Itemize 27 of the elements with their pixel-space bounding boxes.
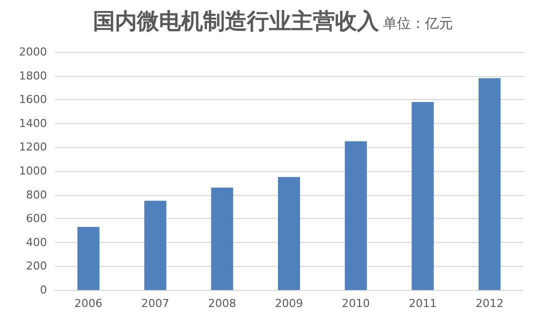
y-tick-label: 600 bbox=[26, 212, 47, 226]
y-tick-label: 0 bbox=[40, 284, 47, 296]
chart-title: 国内微电机制造行业主营收入 bbox=[93, 8, 380, 34]
y-tick-label: 1600 bbox=[19, 93, 47, 106]
y-tick-label: 200 bbox=[26, 260, 47, 273]
bar bbox=[278, 176, 300, 290]
x-tick-label: 2008 bbox=[208, 297, 236, 310]
x-tick-label: 2009 bbox=[275, 297, 303, 310]
x-tick-label: 2006 bbox=[74, 297, 102, 310]
bar bbox=[412, 102, 434, 290]
bar bbox=[478, 78, 501, 290]
y-tick-label: 800 bbox=[26, 188, 47, 202]
x-tick-label: 2010 bbox=[342, 297, 370, 310]
x-tick-label: 2007 bbox=[141, 297, 170, 310]
y-tick-label: 1400 bbox=[19, 116, 47, 130]
bar bbox=[144, 200, 166, 290]
y-tick-label: 1000 bbox=[19, 164, 47, 178]
x-tick-label: 2012 bbox=[476, 297, 504, 310]
bar bbox=[77, 226, 100, 290]
y-tick-label: 400 bbox=[26, 236, 47, 249]
y-tick-label: 2000 bbox=[19, 46, 47, 58]
bar bbox=[211, 188, 234, 290]
y-tick-label: 1800 bbox=[19, 69, 47, 82]
chart-subtitle: 单位：亿元 bbox=[383, 16, 453, 32]
x-tick-label: 2011 bbox=[408, 297, 437, 310]
bar bbox=[344, 141, 367, 290]
y-tick-label: 1200 bbox=[19, 140, 47, 154]
